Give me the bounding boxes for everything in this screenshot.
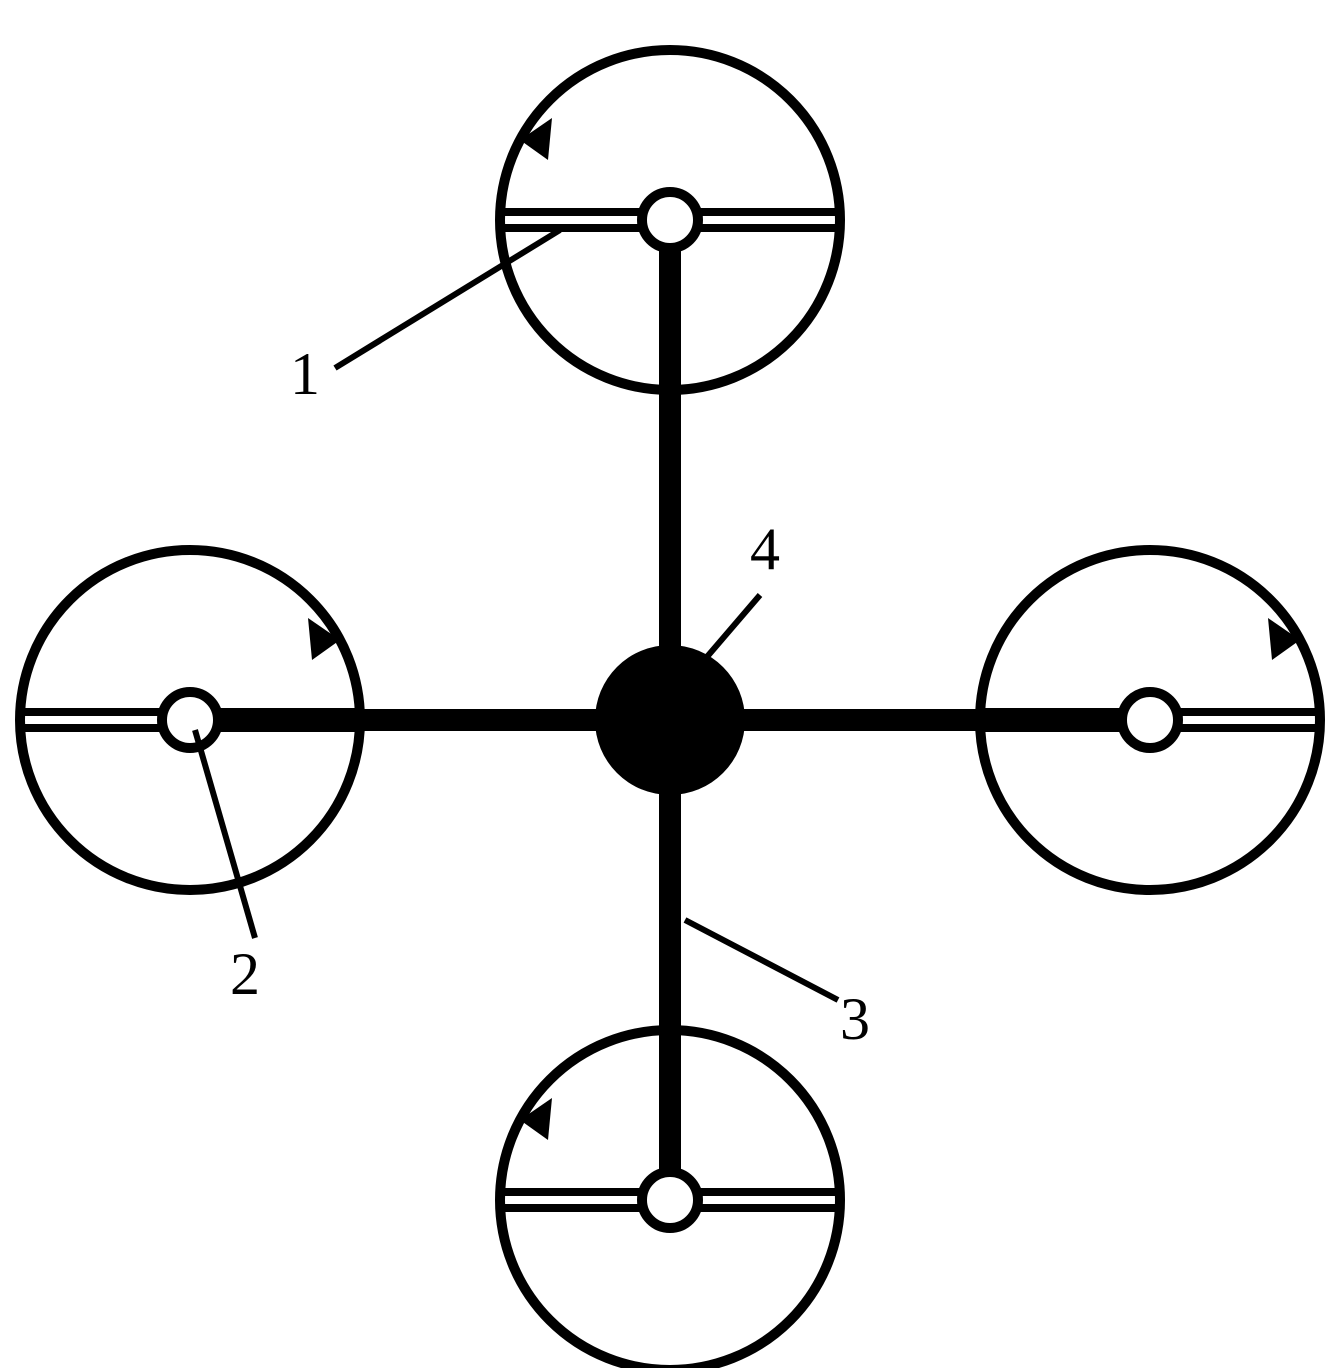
leader-line-2 <box>195 730 255 938</box>
center-hub <box>595 645 745 795</box>
label-1: 1 <box>290 340 320 409</box>
quadrotor-diagram <box>0 0 1344 1368</box>
leader-line-4 <box>700 595 760 665</box>
label-2: 2 <box>230 940 260 1009</box>
leader-line-3 <box>685 920 838 1000</box>
label-3: 3 <box>840 985 870 1054</box>
leader-line-1 <box>335 230 560 368</box>
label-4: 4 <box>750 515 780 584</box>
